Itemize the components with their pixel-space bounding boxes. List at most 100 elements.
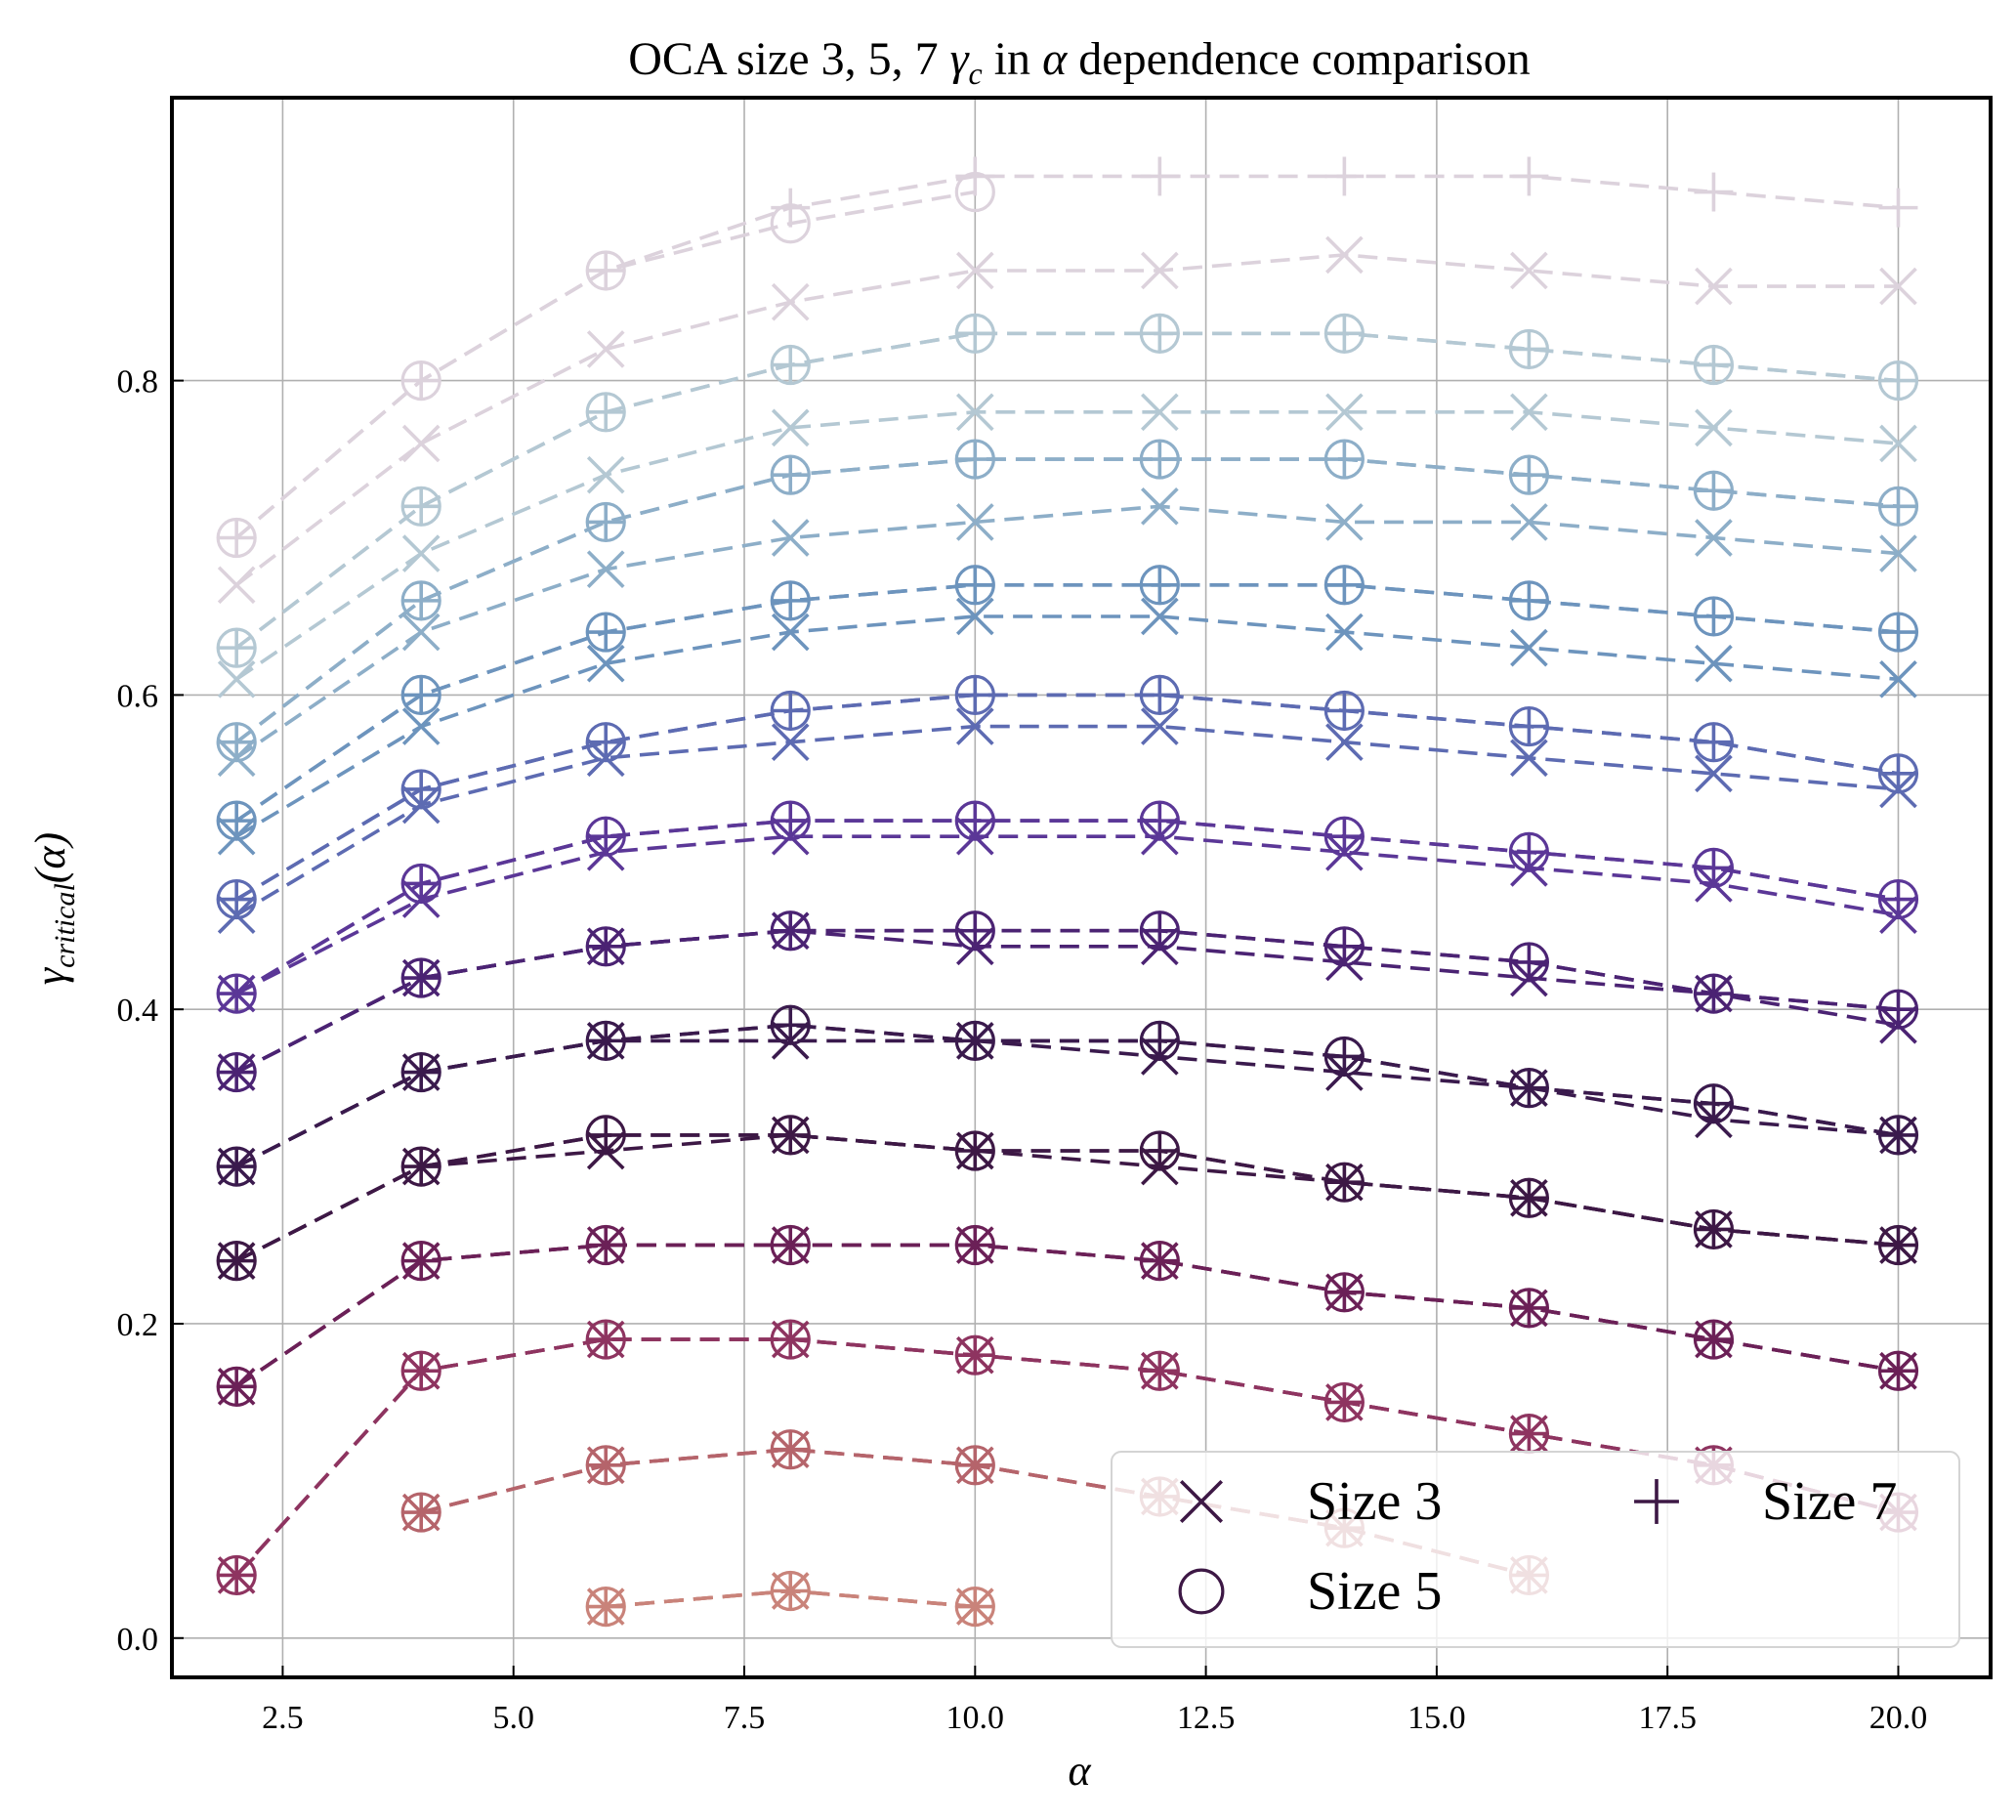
- size3-point: [586, 644, 625, 683]
- size3-point: [1695, 267, 1733, 306]
- grid: [172, 98, 1991, 1677]
- x-stroke: [1879, 424, 1917, 463]
- x-stroke: [955, 597, 994, 636]
- ticks: 2.5 5.0 7.5 10.0 12.5 15.0 17.5 20.0 0.0 0.2 0.4 0.…: [117, 364, 1928, 1736]
- x-stroke: [771, 613, 810, 652]
- size3-point: [1141, 597, 1179, 636]
- size7-point: [1509, 706, 1549, 746]
- size7-point: [771, 345, 811, 385]
- size3-point: [1141, 487, 1179, 526]
- chart-title: OCA size 3, 5, 7 γc in α dependence comp…: [628, 33, 1530, 91]
- x-stroke: [1179, 1479, 1224, 1524]
- size3-point: [1325, 393, 1364, 432]
- size7-line: [235, 928, 1899, 1075]
- size7-point: [1324, 817, 1365, 857]
- size7-point: [586, 392, 626, 432]
- series-group: [216, 439, 1919, 778]
- size7-point: [1509, 1414, 1549, 1454]
- series-layer: [216, 156, 1919, 1628]
- size7-point: [1140, 1021, 1180, 1061]
- size3-point: [1695, 408, 1733, 447]
- size3-point: [1879, 534, 1917, 572]
- size7-point: [401, 487, 441, 527]
- x-stroke: [1695, 408, 1733, 447]
- x-stroke: [771, 723, 810, 761]
- size3-point: [955, 503, 994, 541]
- x-tick-label: 10.0: [946, 1700, 1005, 1736]
- size7-point: [401, 958, 441, 997]
- size7-line: [235, 583, 1899, 823]
- size7-point: [1694, 1083, 1734, 1123]
- x-stroke: [1325, 613, 1364, 652]
- size7-point: [586, 251, 626, 290]
- size7-point: [1140, 1241, 1180, 1281]
- size3-point: [1510, 503, 1548, 541]
- size7-point: [1509, 329, 1549, 369]
- series-group: [216, 565, 1919, 856]
- size3-point: [1510, 739, 1548, 778]
- x-stroke: [1510, 628, 1548, 667]
- size7-line: [235, 693, 1899, 902]
- size7-point: [586, 817, 626, 857]
- size7-point: [1140, 156, 1180, 196]
- size7-point: [1509, 1178, 1549, 1218]
- size3-point: [586, 550, 625, 589]
- x-tick-label: 7.5: [724, 1700, 766, 1736]
- size7-point: [771, 188, 811, 228]
- size7-point: [1140, 910, 1180, 951]
- x-stroke: [771, 408, 810, 447]
- size7-point: [586, 1115, 626, 1155]
- size7-point: [1878, 753, 1918, 793]
- x-stroke: [586, 455, 625, 494]
- size5-line: [235, 1023, 1899, 1168]
- size7-point: [401, 769, 441, 809]
- size7-point: [1694, 471, 1734, 511]
- size7-point: [401, 864, 441, 904]
- x-stroke: [771, 282, 810, 321]
- size3-line: [235, 614, 1899, 838]
- series-group: [216, 1115, 1919, 1282]
- size7-point: [955, 156, 995, 196]
- size3-point: [1695, 644, 1733, 683]
- size7-point: [401, 360, 441, 401]
- size7-point: [1509, 580, 1549, 620]
- size7-point: [771, 801, 811, 841]
- size7-point: [586, 502, 626, 542]
- size3-point: [1695, 754, 1733, 793]
- size7-point: [771, 1005, 811, 1045]
- size7-line: [235, 1243, 1899, 1388]
- size3-line: [235, 724, 1899, 917]
- size3-point: [1879, 267, 1917, 306]
- size3-point: [401, 424, 441, 463]
- size7-point: [586, 1021, 626, 1061]
- size3-point: [955, 597, 994, 636]
- x-stroke: [1695, 644, 1733, 683]
- x-stroke: [1141, 597, 1179, 636]
- size7-point: [401, 675, 441, 715]
- size7-point: [1694, 172, 1734, 212]
- size7-point: [771, 1571, 811, 1611]
- x-stroke: [1325, 723, 1364, 761]
- size7-point: [586, 1587, 626, 1627]
- size7-point: [586, 1225, 626, 1265]
- size3-point: [1141, 251, 1179, 290]
- series-group: [216, 1004, 1919, 1187]
- x-stroke: [955, 251, 994, 290]
- size7-point: [955, 1021, 995, 1061]
- size7-point: [586, 1445, 626, 1485]
- size7-point: [217, 801, 257, 841]
- size3-point: [771, 519, 810, 557]
- y-tick-label: 0.2: [117, 1307, 159, 1343]
- size7-point: [217, 628, 257, 668]
- series-group: [216, 156, 1918, 605]
- size5-line: [235, 583, 1899, 823]
- x-stroke: [1879, 534, 1917, 572]
- size7-point: [955, 675, 995, 715]
- size7-point: [1509, 156, 1549, 196]
- size3-point: [1325, 235, 1364, 275]
- size7-point: [217, 879, 257, 919]
- y-tick-label: 0.4: [117, 993, 159, 1029]
- size7-point: [217, 1555, 257, 1595]
- size7-point: [955, 1131, 995, 1170]
- size7-point: [1878, 188, 1918, 228]
